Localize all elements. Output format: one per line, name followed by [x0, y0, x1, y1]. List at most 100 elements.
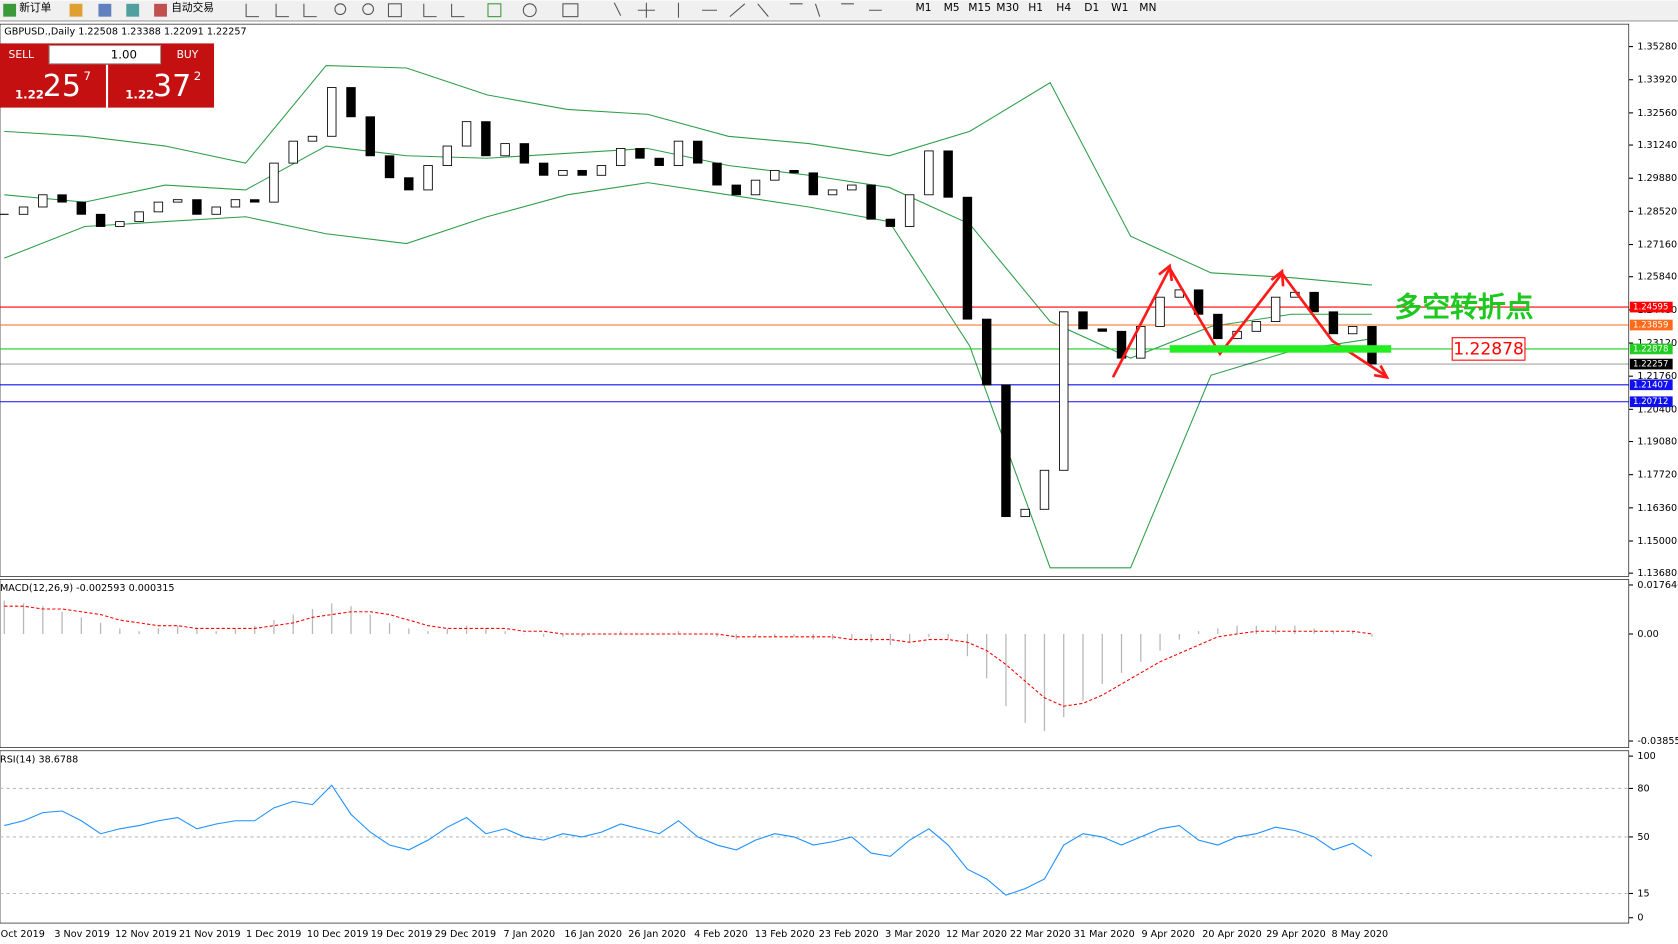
price-level-tag — [1629, 343, 1673, 355]
bollinger-upper — [4, 65, 1372, 286]
divider — [105, 64, 109, 108]
x-tick-label: 10 Dec 2019 — [307, 929, 369, 940]
new-order-icon[interactable] — [3, 3, 17, 17]
macd-bar — [793, 633, 795, 637]
candle — [423, 165, 433, 191]
candle — [635, 148, 645, 159]
timeframe-button[interactable]: M1 — [916, 1, 932, 14]
sell-button[interactable]: SELL — [9, 48, 34, 61]
macd-bar — [446, 628, 448, 634]
zoom-out[interactable] — [362, 3, 375, 16]
macd-bar — [331, 603, 333, 634]
buy-fraction[interactable]: 2 — [194, 69, 202, 83]
y-tick-label: 50 — [1637, 832, 1649, 843]
macd-bar — [966, 633, 969, 657]
candle — [827, 189, 838, 196]
macd-bar — [1255, 625, 1258, 634]
price-level-tag — [1629, 396, 1673, 408]
macd-bar — [697, 633, 699, 635]
templates[interactable] — [562, 3, 579, 18]
macd-bar — [1236, 625, 1238, 634]
scroll[interactable] — [423, 3, 465, 18]
y-tick-label: 1.32560 — [1637, 108, 1677, 119]
candle — [172, 199, 183, 203]
price-level-label: 1.22878 — [1633, 344, 1668, 354]
macd-bar — [677, 631, 680, 634]
macd-bar — [1140, 633, 1142, 662]
macd-bar — [254, 625, 256, 634]
candle — [211, 206, 221, 215]
chart-icon[interactable] — [245, 3, 317, 18]
toolbar-icons — [245, 2, 882, 18]
candle — [1270, 296, 1281, 323]
candle — [288, 140, 298, 164]
macd-bar — [831, 633, 834, 640]
tile[interactable] — [387, 3, 402, 18]
y-tick-label: 1.33920 — [1637, 75, 1677, 86]
trade-panel: SELL 1.00 BUY 1.22 25 7 1.22 37 2 — [0, 43, 215, 108]
zoom-in[interactable] — [334, 3, 347, 16]
timeframe-button[interactable]: MN — [1139, 1, 1156, 14]
macd-bar — [947, 633, 949, 640]
macd-bar — [1178, 633, 1180, 640]
tool-icon[interactable] — [98, 3, 112, 17]
auto-trading-icon[interactable] — [154, 3, 167, 17]
candle — [1001, 384, 1011, 518]
buy-pips[interactable]: 37 — [153, 69, 191, 104]
timeframes: M1 M5 M15 M30 H1 H4 D1 W1 MN — [916, 1, 1157, 14]
candle — [770, 169, 780, 181]
sell-fraction[interactable]: 7 — [83, 69, 91, 83]
timeframe-button[interactable]: H4 — [1056, 1, 1071, 14]
timeframe-button[interactable]: H1 — [1028, 1, 1043, 14]
x-tick-label: 8 May 2020 — [1332, 929, 1389, 940]
macd-bar — [350, 606, 352, 634]
draw-tools[interactable] — [613, 2, 882, 18]
macd-bar — [177, 625, 179, 634]
candle — [115, 221, 125, 227]
candle — [615, 148, 626, 166]
indicators[interactable] — [487, 3, 502, 18]
candle — [38, 194, 48, 208]
macd-bar — [620, 631, 622, 634]
new-order[interactable]: 新订单 — [19, 1, 51, 14]
lots-box[interactable] — [48, 45, 162, 65]
candle — [249, 199, 260, 203]
sell-pips[interactable]: 25 — [43, 69, 81, 104]
auto-trading[interactable]: 自动交易 — [171, 1, 214, 14]
macd-bar — [928, 633, 930, 637]
macd-bar — [908, 633, 911, 643]
macd-bar — [273, 620, 275, 634]
macd-bar — [1101, 633, 1103, 684]
timeframe-button[interactable]: D1 — [1084, 1, 1099, 14]
timeframe-button[interactable]: M5 — [944, 1, 960, 14]
candle — [943, 150, 953, 198]
timeframe-button[interactable]: W1 — [1111, 1, 1128, 14]
timeframe-button[interactable]: M15 — [968, 1, 991, 14]
x-tick-label: 12 Nov 2019 — [115, 929, 177, 940]
zigzag-annotation — [1111, 263, 1390, 380]
macd-bar — [1332, 631, 1335, 634]
bollinger-lower — [4, 182, 1373, 569]
x-tick-label: 3 Mar 2020 — [885, 929, 940, 940]
candle — [404, 177, 414, 191]
candle — [365, 116, 375, 157]
macd-bar — [369, 614, 371, 634]
lots[interactable]: 1.00 — [111, 48, 137, 62]
sell-price-big[interactable]: 1.22 — [15, 87, 44, 101]
candle — [981, 318, 992, 386]
x-tick-label: 23 Feb 2020 — [819, 929, 879, 940]
candle — [789, 169, 799, 174]
buy-price-big[interactable]: 1.22 — [125, 87, 154, 101]
macd-bar — [1063, 633, 1065, 718]
timeframe-button[interactable]: M30 — [996, 1, 1019, 14]
tool-icon[interactable] — [69, 3, 83, 17]
periods[interactable] — [522, 3, 537, 18]
candle — [808, 172, 819, 196]
buy-button[interactable]: BUY — [177, 48, 199, 61]
macd-bar — [542, 633, 545, 637]
tool-icon[interactable] — [126, 3, 140, 17]
y-tick-label: 1.28520 — [1637, 206, 1677, 217]
candle — [1020, 508, 1030, 518]
candle — [1328, 311, 1339, 335]
candle — [346, 87, 356, 118]
